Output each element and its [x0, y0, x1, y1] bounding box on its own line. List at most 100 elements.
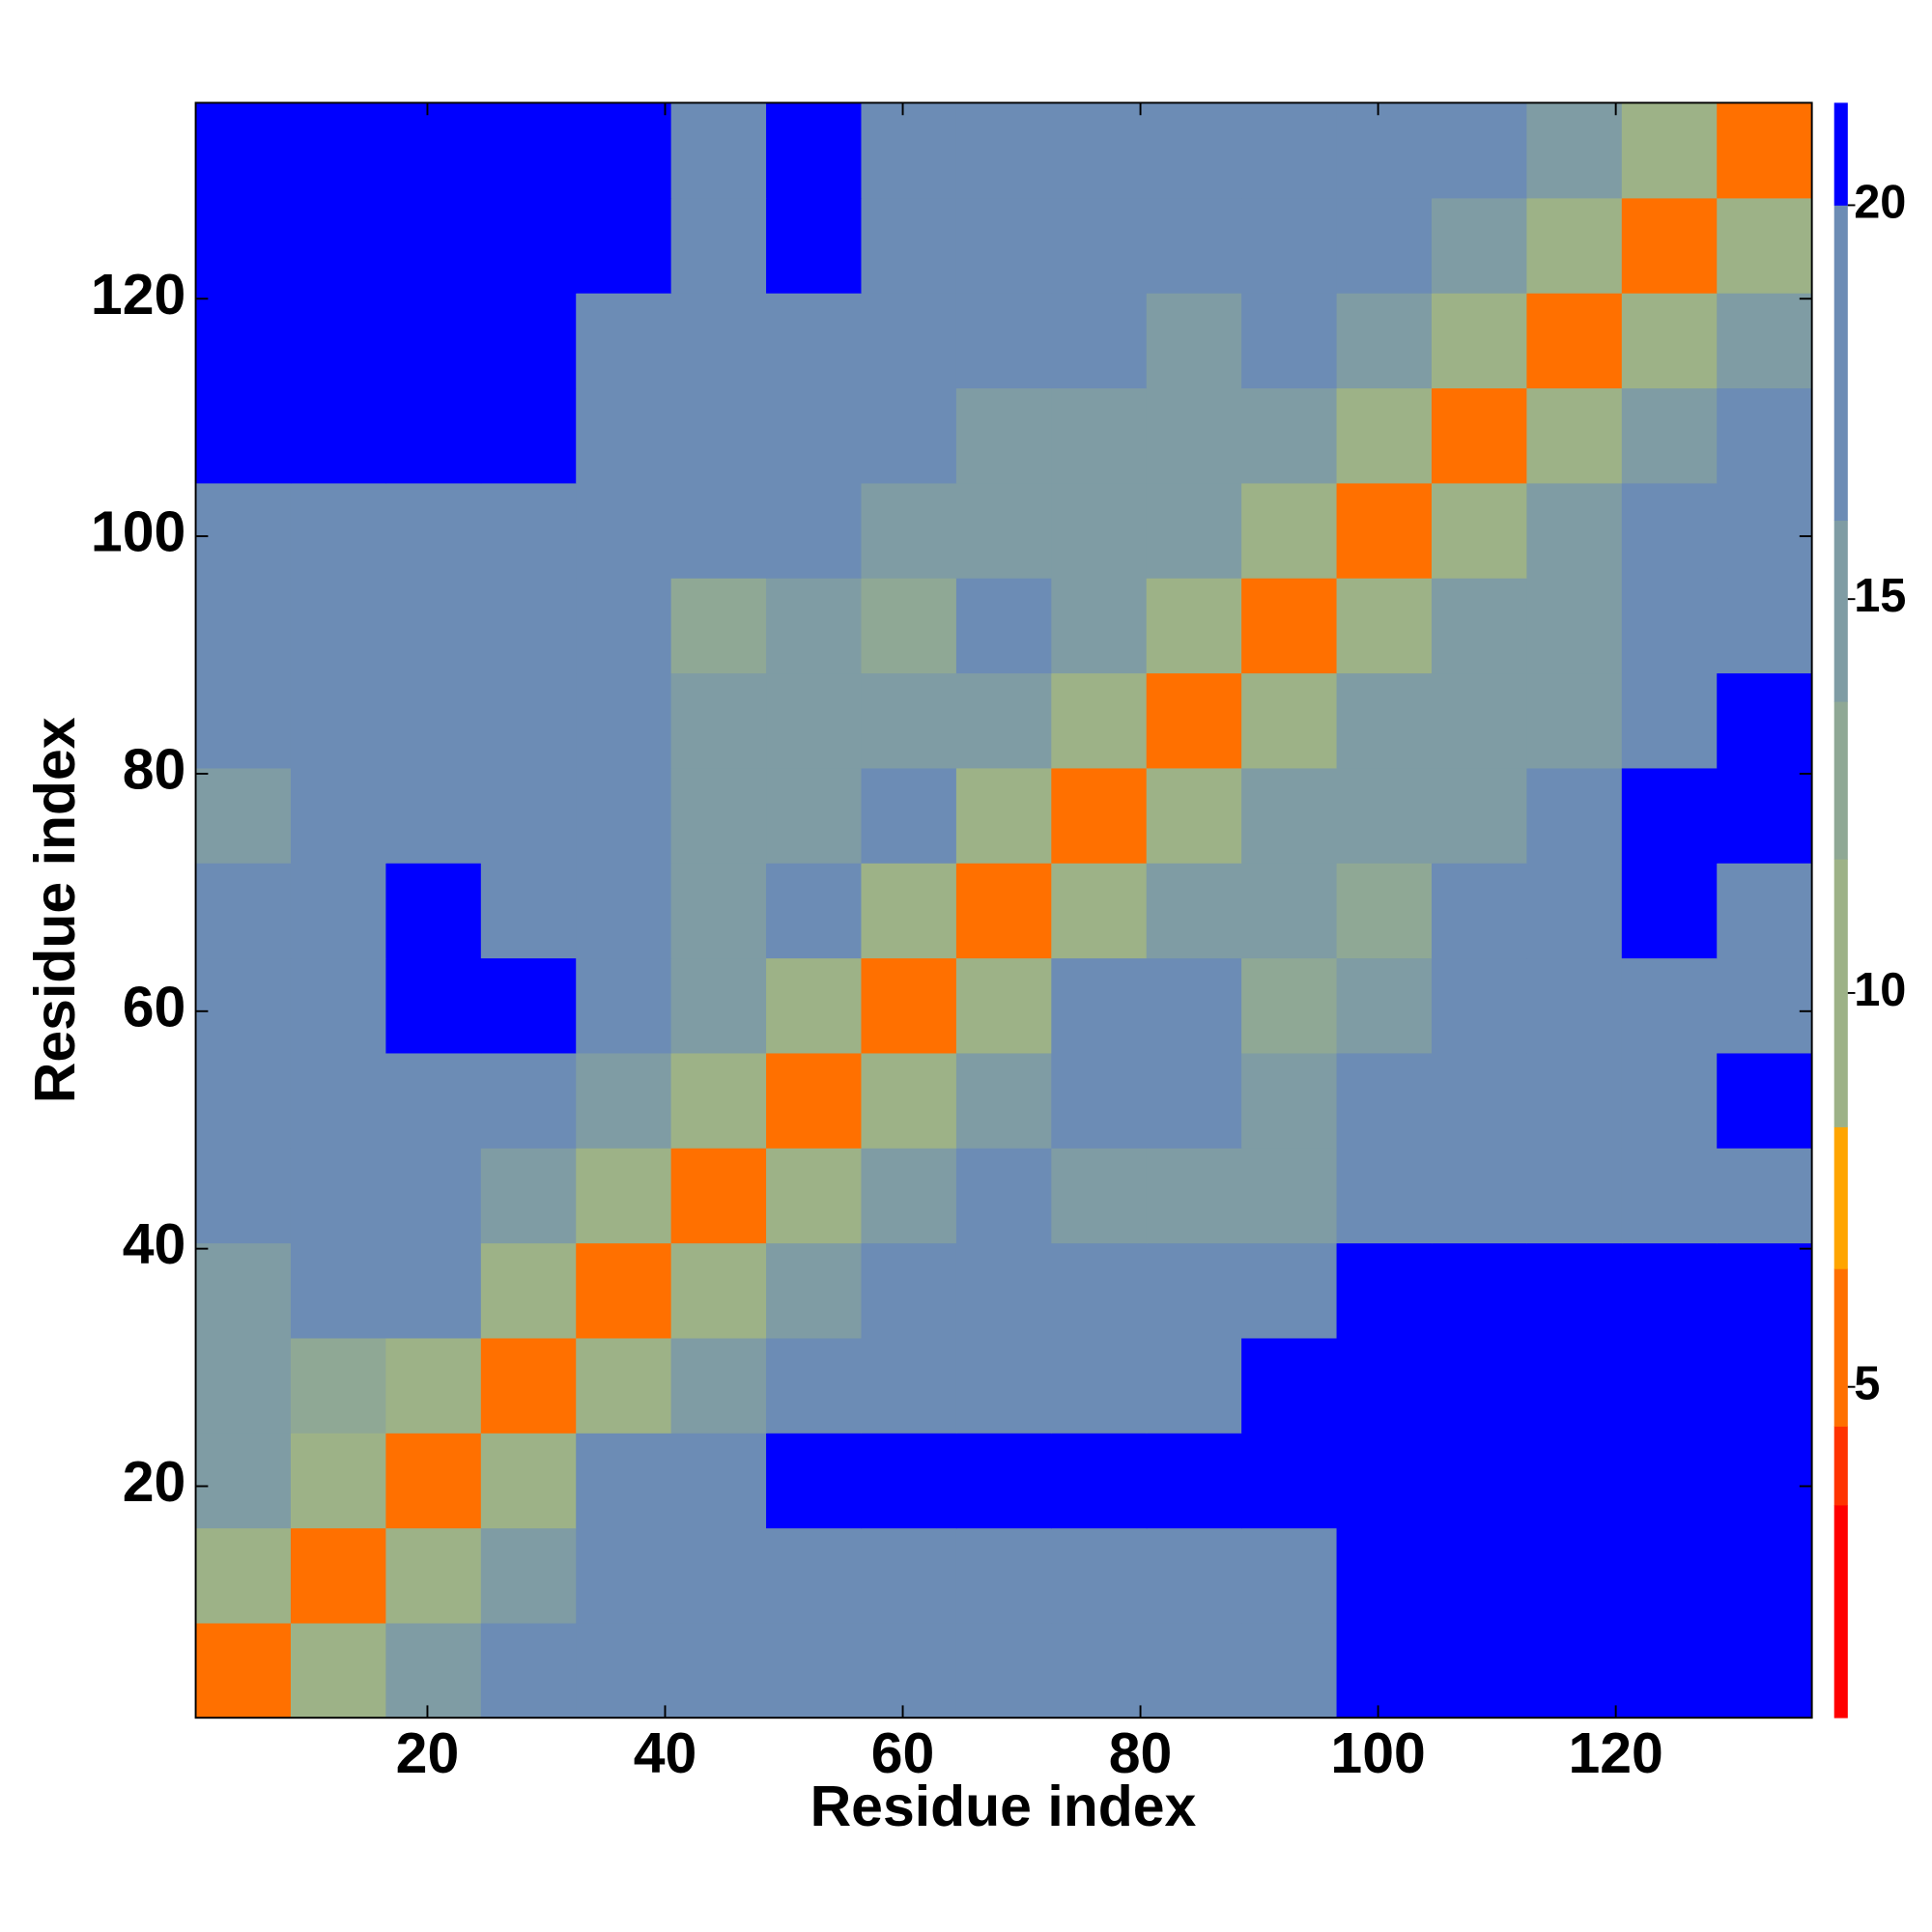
heatmap-cell [1717, 1622, 1813, 1719]
heatmap-cell [1241, 1052, 1338, 1149]
heatmap-cell [766, 578, 863, 674]
heatmap-cell [1717, 1148, 1813, 1244]
heatmap-cell [385, 102, 482, 199]
heatmap-cell [576, 387, 672, 484]
heatmap-cell [1526, 1433, 1623, 1529]
heatmap-cell [1526, 578, 1623, 674]
heatmap-cell [385, 578, 482, 674]
heatmap-cell [1431, 672, 1528, 769]
heatmap-cell [290, 1148, 387, 1244]
plot-frame [194, 101, 1813, 1719]
heatmap-cell [1241, 1337, 1338, 1434]
colorbar-step [1833, 701, 1848, 860]
heatmap-cell [576, 1433, 672, 1529]
heatmap-cell [861, 1433, 957, 1529]
heatmap-cell [195, 293, 292, 389]
x-tick-label: 20 [396, 1722, 460, 1785]
heatmap-cell [576, 1622, 672, 1719]
heatmap-cell [1431, 767, 1528, 864]
heatmap-cell [1717, 1433, 1813, 1529]
heatmap-cell [195, 578, 292, 674]
heatmap-cell [290, 482, 387, 579]
heatmap-cell [1431, 863, 1528, 959]
heatmap-cell [1336, 293, 1433, 389]
heatmap-cell [1526, 293, 1623, 389]
heatmap-cell [670, 1337, 767, 1434]
heatmap-cell [576, 102, 672, 199]
heatmap-cell [1431, 1527, 1528, 1624]
heatmap-cell [480, 1052, 577, 1149]
heatmap-cell [670, 863, 767, 959]
heatmap-cell [480, 1242, 577, 1339]
heatmap-cell [955, 1622, 1052, 1719]
heatmap-cell [955, 1527, 1052, 1624]
heatmap-cell [1621, 1242, 1718, 1339]
heatmap-cell [670, 1242, 767, 1339]
heatmap-cell [955, 672, 1052, 769]
heatmap-cell [1717, 1337, 1813, 1434]
heatmap-cell [1621, 1052, 1718, 1149]
heatmap-cell [385, 1622, 482, 1719]
heatmap-cell [1051, 102, 1148, 199]
heatmap-cell [861, 1337, 957, 1434]
heatmap-cell [1336, 578, 1433, 674]
heatmap-cell [385, 293, 482, 389]
heatmap-cell [1051, 863, 1148, 959]
heatmap-cell [1717, 1242, 1813, 1339]
heatmap-cell [1051, 957, 1148, 1054]
heatmap-cell [1051, 1148, 1148, 1244]
heatmap-cell [670, 672, 767, 769]
heatmap-cell [1526, 672, 1623, 769]
heatmap-cell [1526, 863, 1623, 959]
x-tick-label: 120 [1568, 1722, 1662, 1785]
heatmap-cell [955, 1052, 1052, 1149]
heatmap-cell [1051, 767, 1148, 864]
heatmap-cell [1621, 1527, 1718, 1624]
heatmap-cell [1621, 863, 1718, 959]
heatmap-cell [766, 767, 863, 864]
heatmap-cell [1146, 1622, 1242, 1719]
heatmap-cell [670, 1052, 767, 1149]
heatmap-cell [1051, 578, 1148, 674]
heatmap-cell [1146, 482, 1242, 579]
heatmap-cell [576, 197, 672, 294]
heatmap-cell [1431, 1242, 1528, 1339]
heatmap-cell [1431, 957, 1528, 1054]
heatmap-cell [385, 1052, 482, 1149]
heatmap-cell [1051, 387, 1148, 484]
heatmap-cell [1717, 197, 1813, 294]
heatmap-cell [1336, 482, 1433, 579]
heatmap-cell [290, 1622, 387, 1719]
y-tick-label: 120 [91, 264, 185, 327]
heatmap-cell [766, 387, 863, 484]
heatmap-cell [1241, 1242, 1338, 1339]
heatmap-cell [1336, 102, 1433, 199]
heatmap-cell [1336, 387, 1433, 484]
y-tick-label: 40 [123, 1213, 186, 1276]
heatmap-cell [1717, 863, 1813, 959]
heatmap-cell [290, 1337, 387, 1434]
heatmap-cell [576, 482, 672, 579]
y-tick-label: 100 [91, 501, 185, 564]
heatmap-cell [955, 102, 1052, 199]
heatmap-cell [1621, 293, 1718, 389]
heatmap-cell [385, 197, 482, 294]
x-tick-label: 60 [871, 1722, 935, 1785]
heatmap-cell [1241, 197, 1338, 294]
heatmap-cell [290, 197, 387, 294]
heatmap-cell [766, 1527, 863, 1624]
heatmap-cell [1431, 1433, 1528, 1529]
heatmap-cell [1336, 1052, 1433, 1149]
colorbar-step [1833, 1505, 1848, 1719]
heatmap-cell [1621, 1622, 1718, 1719]
heatmap-cell [195, 1242, 292, 1339]
heatmap-cell [1621, 767, 1718, 864]
heatmap-cell [670, 957, 767, 1054]
heatmap-cell [480, 102, 577, 199]
heatmap-cell [576, 767, 672, 864]
heatmap-cell [766, 1242, 863, 1339]
heatmap-cell [1146, 767, 1242, 864]
heatmap-cell [1051, 1622, 1148, 1719]
heatmap-cell [1621, 1433, 1718, 1529]
